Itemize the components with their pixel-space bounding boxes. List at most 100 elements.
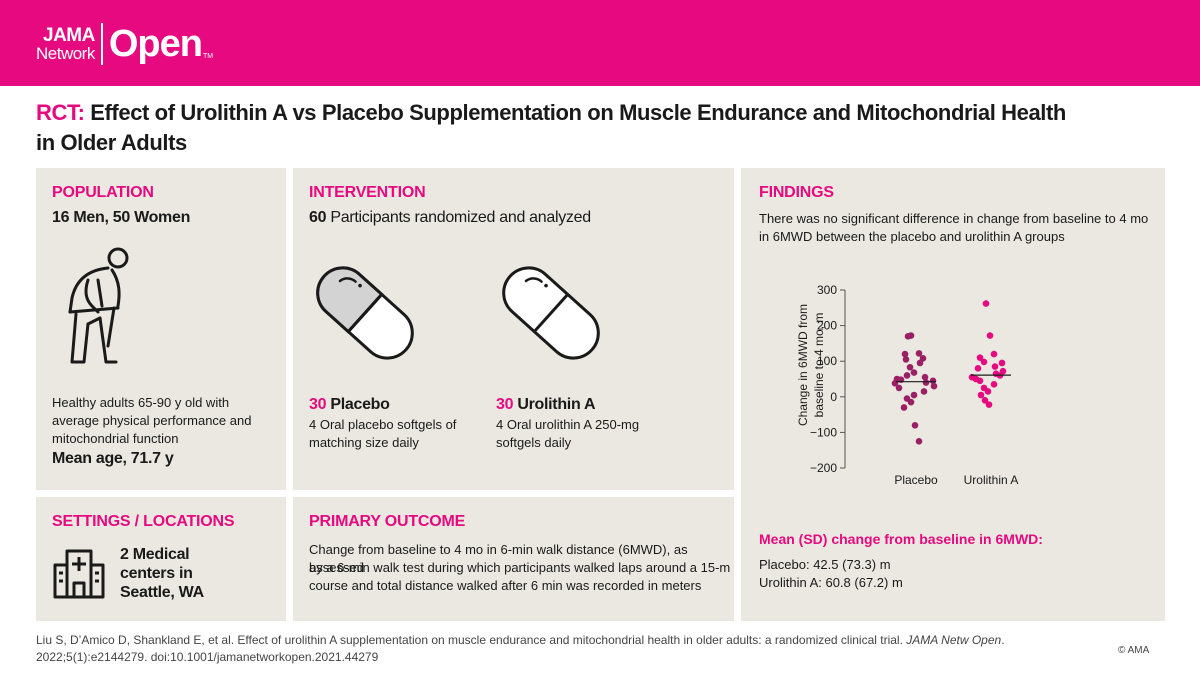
placebo-desc-line-2: matching size daily	[309, 435, 419, 450]
logo-divider	[100, 23, 103, 65]
urolithin-desc-line-1: 4 Oral urolithin A 250-mg	[496, 417, 640, 432]
population-desc-line-3: mitochondrial function	[52, 431, 179, 446]
logo-jama-text: JAMA	[43, 25, 95, 46]
primary-outcome-line-3: course and total distance walked after 6…	[309, 578, 702, 593]
logo-open-text: Open	[108, 22, 203, 65]
population-desc-line-2: average physical performance and	[52, 413, 252, 428]
citation-line-1: Liu S, D’Amico D, Shankland E, et al. Ef…	[36, 633, 903, 647]
placebo-data-point	[921, 373, 929, 381]
urolithin-data-point	[981, 397, 989, 404]
urolithin-data-point	[990, 350, 998, 358]
urolithin-desc-line-2: softgels daily	[496, 435, 572, 450]
placebo-data-point	[900, 404, 908, 411]
urolithin-data-point	[984, 388, 992, 395]
title-line-1: Effect of Urolithin A vs Placebo Supplem…	[90, 100, 1066, 125]
population-count: 16 Men, 50 Women	[52, 209, 191, 226]
placebo-data-point	[904, 332, 912, 340]
placebo-data-point	[907, 398, 915, 406]
placebo-data-point	[895, 384, 903, 392]
page-title: RCT: Effect of Urolithin A vs Placebo Su…	[36, 98, 1156, 158]
y-tick-label: 200	[817, 319, 837, 333]
y-tick-label: 0	[830, 390, 837, 404]
placebo-data-point	[929, 377, 937, 385]
logo-network-text: Network	[36, 44, 95, 63]
citation-journal: JAMA Netw Open	[906, 633, 1002, 647]
settings-line-2: centers in	[120, 565, 193, 582]
hospital-icon	[53, 549, 105, 599]
placebo-data-point	[922, 379, 930, 386]
urolithin-arm-name: Urolithin A	[517, 396, 596, 413]
urolithin-data-point	[980, 358, 988, 366]
placebo-desc-line-1: 4 Oral placebo softgels of	[309, 417, 457, 432]
findings-panel: FINDINGS There was no significant differ…	[741, 168, 1165, 621]
mean-change-placebo: Placebo: 42.5 (73.3) m	[759, 557, 891, 572]
placebo-data-point	[901, 350, 909, 358]
title-line-2: in Older Adults	[36, 130, 187, 155]
settings-line-3: Seattle, WA	[120, 584, 204, 601]
placebo-data-point	[930, 382, 938, 390]
urolithin-data-point	[976, 377, 984, 385]
x-tick-label-urolithin: Urolithin A	[964, 473, 1019, 487]
jama-network-open-logo[interactable]: JAMA Network Open TM	[36, 20, 213, 68]
urolithin-data-point	[991, 363, 999, 370]
urolithin-data-point	[986, 332, 994, 339]
findings-summary-line-2: in 6MWD between the placebo and urolithi…	[759, 229, 1065, 244]
x-tick-label-placebo: Placebo	[894, 473, 938, 487]
urolithin-data-point	[985, 401, 993, 408]
citation-line-2: 2022;5(1):e2144279. doi:10.1001/jamanetw…	[36, 650, 379, 664]
y-axis-label-line-2: baseline to 4 mo, m	[812, 313, 826, 418]
urolithin-data-point	[977, 391, 985, 399]
y-tick-label: −100	[810, 425, 837, 439]
placebo-data-point	[911, 421, 919, 429]
primary-outcome-line-2: by a 6-min walk test during which partic…	[309, 560, 731, 575]
urolithin-data-point	[990, 381, 998, 388]
intervention-count-number: 60	[309, 209, 327, 226]
placebo-data-point	[916, 359, 924, 367]
placebo-data-point	[910, 369, 918, 376]
intervention-panel: INTERVENTION 60 Participants randomized …	[293, 168, 734, 490]
y-tick-label: 100	[817, 354, 837, 368]
header-banner: JAMA Network Open TM	[0, 0, 1200, 86]
population-desc-line-1: Healthy adults 65-90 y old with	[52, 395, 230, 410]
settings-line-1: 2 Medical	[120, 546, 190, 563]
population-panel: POPULATION 16 Men, 50 Women Healthy adul…	[36, 168, 286, 490]
y-axis-label-line-1: Change in 6MWD from	[796, 304, 810, 426]
placebo-data-point	[910, 391, 918, 399]
placebo-arm-name: Placebo	[330, 396, 390, 413]
logo-trademark: TM	[202, 53, 214, 60]
mean-age: Mean age, 71.7 y	[52, 450, 174, 467]
urolithin-data-point	[998, 359, 1006, 367]
copyright: © AMA	[1118, 645, 1150, 656]
placebo-data-point	[920, 388, 928, 395]
citation: Liu S, D’Amico D, Shankland E, et al. Ef…	[36, 633, 1005, 664]
settings-panel: SETTINGS / LOCATIONS 2 Medical centers i…	[36, 497, 286, 621]
title-prefix: RCT:	[36, 100, 85, 125]
intervention-count-text: Participants randomized and analyzed	[330, 209, 591, 226]
urolithin-capsule-icon	[502, 266, 600, 360]
walk-distance-scatter-chart: Change in 6MWD from baseline to 4 mo, m …	[796, 283, 1019, 487]
primary-outcome-heading: PRIMARY OUTCOME	[309, 513, 466, 530]
urolithin-arm-number: 30	[496, 396, 514, 413]
placebo-data-point	[903, 372, 911, 379]
placebo-data-point	[915, 438, 923, 445]
mean-change-urolithin: Urolithin A: 60.8 (67.2) m	[759, 575, 903, 590]
placebo-capsule-icon	[316, 266, 414, 360]
intervention-count: 60 Participants randomized and analyzed	[309, 209, 591, 227]
placebo-data-point	[902, 356, 910, 363]
urolithin-data-point	[982, 300, 990, 307]
placebo-arm-number: 30	[309, 396, 327, 413]
primary-outcome-line-1: Change from baseline to 4 mo in 6-min wa…	[309, 542, 688, 575]
urolithin-data-point	[974, 365, 982, 372]
findings-heading: FINDINGS	[759, 184, 834, 201]
settings-text: 2 Medical centers in Seattle, WA	[120, 545, 204, 602]
urolithin-data-point	[976, 354, 984, 361]
settings-heading: SETTINGS / LOCATIONS	[52, 513, 235, 530]
placebo-arm-label: 30 Placebo	[309, 396, 390, 414]
findings-summary-line-1: There was no significant difference in c…	[759, 211, 1149, 226]
urolithin-arm-label: 30 Urolithin A	[496, 396, 596, 414]
population-heading: POPULATION	[52, 184, 154, 201]
y-tick-label: 300	[817, 283, 837, 297]
intervention-heading: INTERVENTION	[309, 184, 426, 201]
mean-change-heading: Mean (SD) change from baseline in 6MWD:	[759, 531, 1043, 547]
primary-outcome-panel: PRIMARY OUTCOME Change from baseline to …	[293, 497, 734, 621]
